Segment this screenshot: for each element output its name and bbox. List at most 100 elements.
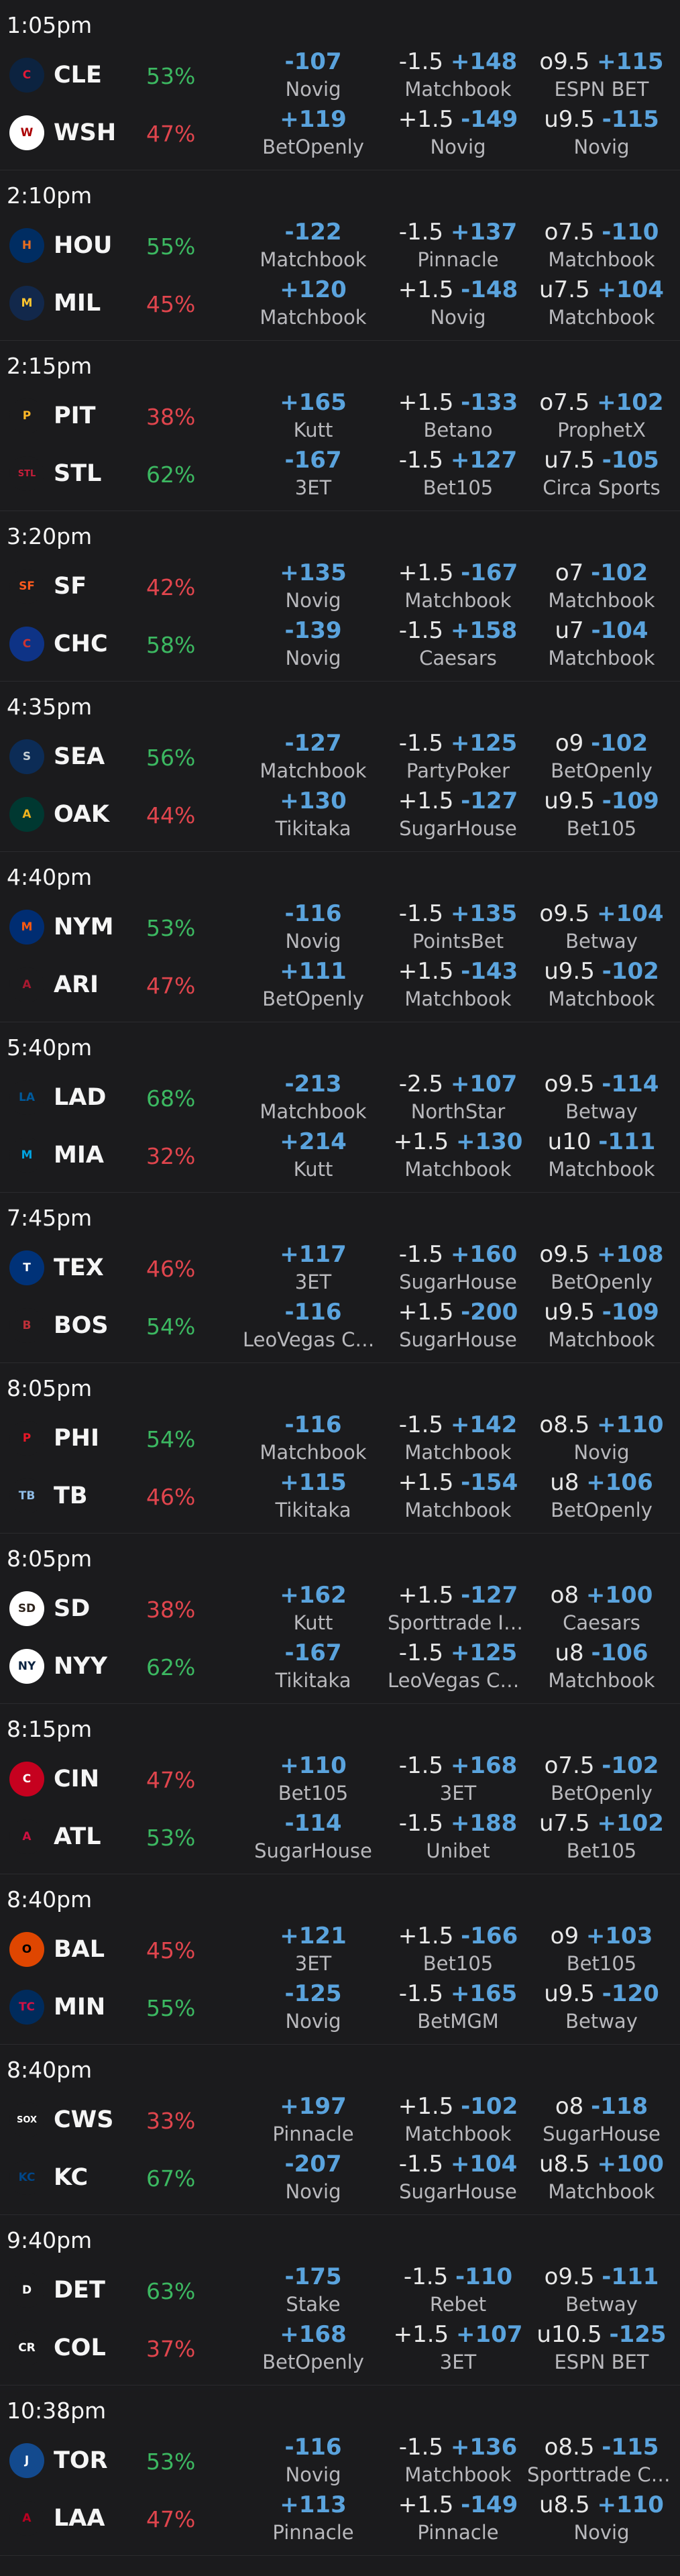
moneyline-cell[interactable]: +117 3ET	[243, 1240, 384, 1297]
total-cell[interactable]: o9.5 +104 Betway	[527, 899, 676, 957]
team-row[interactable]: NY NYY 62% -167 Tikitaka -1.5 +125 LeoVe…	[0, 1638, 680, 1696]
total-cell[interactable]: u8 +106 BetOpenly	[527, 1468, 676, 1525]
spread-cell[interactable]: -1.5 +104 SugarHouse	[388, 2149, 528, 2207]
spread-cell[interactable]: -1.5 +188 Unibet	[388, 1809, 528, 1866]
team-row[interactable]: A OAK 44% +130 Tikitaka +1.5 -127 SugarH…	[0, 786, 680, 844]
spread-cell[interactable]: +1.5 +107 3ET	[388, 2320, 528, 2377]
total-cell[interactable]: o8 +100 Caesars	[527, 1580, 676, 1638]
spread-cell[interactable]: +1.5 +130 Matchbook	[388, 1127, 528, 1185]
total-cell[interactable]: u9.5 -115 Novig	[527, 105, 676, 162]
team-row[interactable]: M NYM 53% -116 Novig -1.5 +135 PointsBet…	[0, 899, 680, 957]
spread-cell[interactable]: -1.5 +127 Bet105	[388, 445, 528, 503]
spread-cell[interactable]: +1.5 -200 SugarHouse	[388, 1297, 528, 1355]
moneyline-cell[interactable]: +168 BetOpenly	[243, 2320, 384, 2377]
team-row[interactable]: T TEX 46% +117 3ET -1.5 +160 SugarHouse …	[0, 1240, 680, 1297]
moneyline-cell[interactable]: -116 Novig	[243, 899, 384, 957]
team-row[interactable]: O BAL 45% +121 3ET +1.5 -166 Bet105 o9 +…	[0, 1921, 680, 1979]
moneyline-cell[interactable]: +115 Tikitaka	[243, 1468, 384, 1525]
spread-cell[interactable]: +1.5 -102 Matchbook	[388, 2092, 528, 2149]
total-cell[interactable]: o8.5 -115 Sporttrade Co…	[527, 2432, 676, 2490]
game-card[interactable]: 5:40pm LA LAD 68% -213 Matchbook -2.5 +1…	[0, 1022, 680, 1193]
moneyline-cell[interactable]: +119 BetOpenly	[243, 105, 384, 162]
total-cell[interactable]: o9 -102 BetOpenly	[527, 729, 676, 786]
game-card[interactable]: 9:40pm D DET 63% -175 Stake -1.5 -110 Re…	[0, 2215, 680, 2385]
total-cell[interactable]: u7.5 +104 Matchbook	[527, 275, 676, 333]
moneyline-cell[interactable]: -175 Stake	[243, 2262, 384, 2320]
team-row[interactable]: P PIT 38% +165 Kutt +1.5 -133 Betano o7.…	[0, 388, 680, 445]
moneyline-cell[interactable]: -116 LeoVegas Can…	[243, 1297, 384, 1355]
spread-cell[interactable]: +1.5 -166 Bet105	[388, 1921, 528, 1979]
spread-cell[interactable]: -1.5 +142 Matchbook	[388, 1410, 528, 1468]
moneyline-cell[interactable]: -107 Novig	[243, 47, 384, 105]
total-cell[interactable]: o9.5 +108 BetOpenly	[527, 1240, 676, 1297]
team-row[interactable]: S SEA 56% -127 Matchbook -1.5 +125 Party…	[0, 729, 680, 786]
game-card[interactable]: 8:40pm SOX CWS 33% +197 Pinnacle +1.5 -1…	[0, 2045, 680, 2215]
moneyline-cell[interactable]: -122 Matchbook	[243, 217, 384, 275]
spread-cell[interactable]: -1.5 +160 SugarHouse	[388, 1240, 528, 1297]
moneyline-cell[interactable]: -139 Novig	[243, 616, 384, 674]
moneyline-cell[interactable]: +113 Pinnacle	[243, 2490, 384, 2548]
moneyline-cell[interactable]: -116 Novig	[243, 2432, 384, 2490]
team-row[interactable]: D DET 63% -175 Stake -1.5 -110 Rebet o9.…	[0, 2262, 680, 2320]
total-cell[interactable]: o9.5 -111 Betway	[527, 2262, 676, 2320]
spread-cell[interactable]: -2.5 +107 NorthStar	[388, 1069, 528, 1127]
moneyline-cell[interactable]: -207 Novig	[243, 2149, 384, 2207]
game-card[interactable]: 3:20pm SF SF 42% +135 Novig +1.5 -167 Ma…	[0, 511, 680, 682]
total-cell[interactable]: u7 -104 Matchbook	[527, 616, 676, 674]
total-cell[interactable]: o9 +103 Bet105	[527, 1921, 676, 1979]
moneyline-cell[interactable]: -127 Matchbook	[243, 729, 384, 786]
team-row[interactable]: KC KC 67% -207 Novig -1.5 +104 SugarHous…	[0, 2149, 680, 2207]
total-cell[interactable]: o9.5 +115 ESPN BET	[527, 47, 676, 105]
spread-cell[interactable]: +1.5 -154 Matchbook	[388, 1468, 528, 1525]
moneyline-cell[interactable]: +197 Pinnacle	[243, 2092, 384, 2149]
game-card[interactable]: 8:40pm O BAL 45% +121 3ET +1.5 -166 Bet1…	[0, 1874, 680, 2045]
moneyline-cell[interactable]: -116 Matchbook	[243, 1410, 384, 1468]
spread-cell[interactable]: +1.5 -148 Novig	[388, 275, 528, 333]
team-row[interactable]: C CHC 58% -139 Novig -1.5 +158 Caesars u…	[0, 616, 680, 674]
total-cell[interactable]: u10 -111 Matchbook	[527, 1127, 676, 1185]
moneyline-cell[interactable]: +130 Tikitaka	[243, 786, 384, 844]
moneyline-cell[interactable]: +135 Novig	[243, 558, 384, 616]
team-row[interactable]: LA LAD 68% -213 Matchbook -2.5 +107 Nort…	[0, 1069, 680, 1127]
total-cell[interactable]: u9.5 -109 Matchbook	[527, 1297, 676, 1355]
team-row[interactable]: SD SD 38% +162 Kutt +1.5 -127 Sporttrade…	[0, 1580, 680, 1638]
total-cell[interactable]: u9.5 -102 Matchbook	[527, 957, 676, 1014]
moneyline-cell[interactable]: +120 Matchbook	[243, 275, 384, 333]
game-card[interactable]: 8:15pm C CIN 47% +110 Bet105 -1.5 +168 3…	[0, 1704, 680, 1874]
team-row[interactable]: M MIL 45% +120 Matchbook +1.5 -148 Novig…	[0, 275, 680, 333]
team-row[interactable]: P PHI 54% -116 Matchbook -1.5 +142 Match…	[0, 1410, 680, 1468]
team-row[interactable]: A ATL 53% -114 SugarHouse -1.5 +188 Unib…	[0, 1809, 680, 1866]
spread-cell[interactable]: +1.5 -149 Novig	[388, 105, 528, 162]
total-cell[interactable]: u8.5 +110 Novig	[527, 2490, 676, 2548]
team-row[interactable]: SF SF 42% +135 Novig +1.5 -167 Matchbook…	[0, 558, 680, 616]
total-cell[interactable]: u8 -106 Matchbook	[527, 1638, 676, 1696]
game-card[interactable]: 8:05pm P PHI 54% -116 Matchbook -1.5 +14…	[0, 1363, 680, 1534]
game-card[interactable]: 1:05pm C CLE 53% -107 Novig -1.5 +148 Ma…	[0, 0, 680, 170]
total-cell[interactable]: o9.5 -114 Betway	[527, 1069, 676, 1127]
total-cell[interactable]: u10.5 -125 ESPN BET	[527, 2320, 676, 2377]
total-cell[interactable]: u7.5 -105 Circa Sports	[527, 445, 676, 503]
team-row[interactable]: M MIA 32% +214 Kutt +1.5 +130 Matchbook …	[0, 1127, 680, 1185]
team-row[interactable]: TB TB 46% +115 Tikitaka +1.5 -154 Matchb…	[0, 1468, 680, 1525]
moneyline-cell[interactable]: +111 BetOpenly	[243, 957, 384, 1014]
spread-cell[interactable]: -1.5 +125 PartyPoker	[388, 729, 528, 786]
team-row[interactable]: W WSH 47% +119 BetOpenly +1.5 -149 Novig…	[0, 105, 680, 162]
team-row[interactable]: TC MIN 55% -125 Novig -1.5 +165 BetMGM u…	[0, 1979, 680, 2037]
spread-cell[interactable]: -1.5 +168 3ET	[388, 1751, 528, 1809]
spread-cell[interactable]: -1.5 +158 Caesars	[388, 616, 528, 674]
total-cell[interactable]: o8.5 +110 Novig	[527, 1410, 676, 1468]
spread-cell[interactable]: +1.5 -143 Matchbook	[388, 957, 528, 1014]
total-cell[interactable]: o7 -102 Matchbook	[527, 558, 676, 616]
team-row[interactable]: CR COL 37% +168 BetOpenly +1.5 +107 3ET …	[0, 2320, 680, 2377]
spread-cell[interactable]: -1.5 +148 Matchbook	[388, 47, 528, 105]
game-card[interactable]: 4:35pm S SEA 56% -127 Matchbook -1.5 +12…	[0, 682, 680, 852]
game-card[interactable]: 2:15pm P PIT 38% +165 Kutt +1.5 -133 Bet…	[0, 341, 680, 511]
total-cell[interactable]: o7.5 +102 ProphetX	[527, 388, 676, 445]
moneyline-cell[interactable]: -125 Novig	[243, 1979, 384, 2037]
spread-cell[interactable]: -1.5 +136 Matchbook	[388, 2432, 528, 2490]
team-row[interactable]: B BOS 54% -116 LeoVegas Can… +1.5 -200 S…	[0, 1297, 680, 1355]
moneyline-cell[interactable]: -213 Matchbook	[243, 1069, 384, 1127]
spread-cell[interactable]: +1.5 -127 SugarHouse	[388, 786, 528, 844]
spread-cell[interactable]: -1.5 +125 LeoVegas Can…	[388, 1638, 528, 1696]
moneyline-cell[interactable]: +110 Bet105	[243, 1751, 384, 1809]
